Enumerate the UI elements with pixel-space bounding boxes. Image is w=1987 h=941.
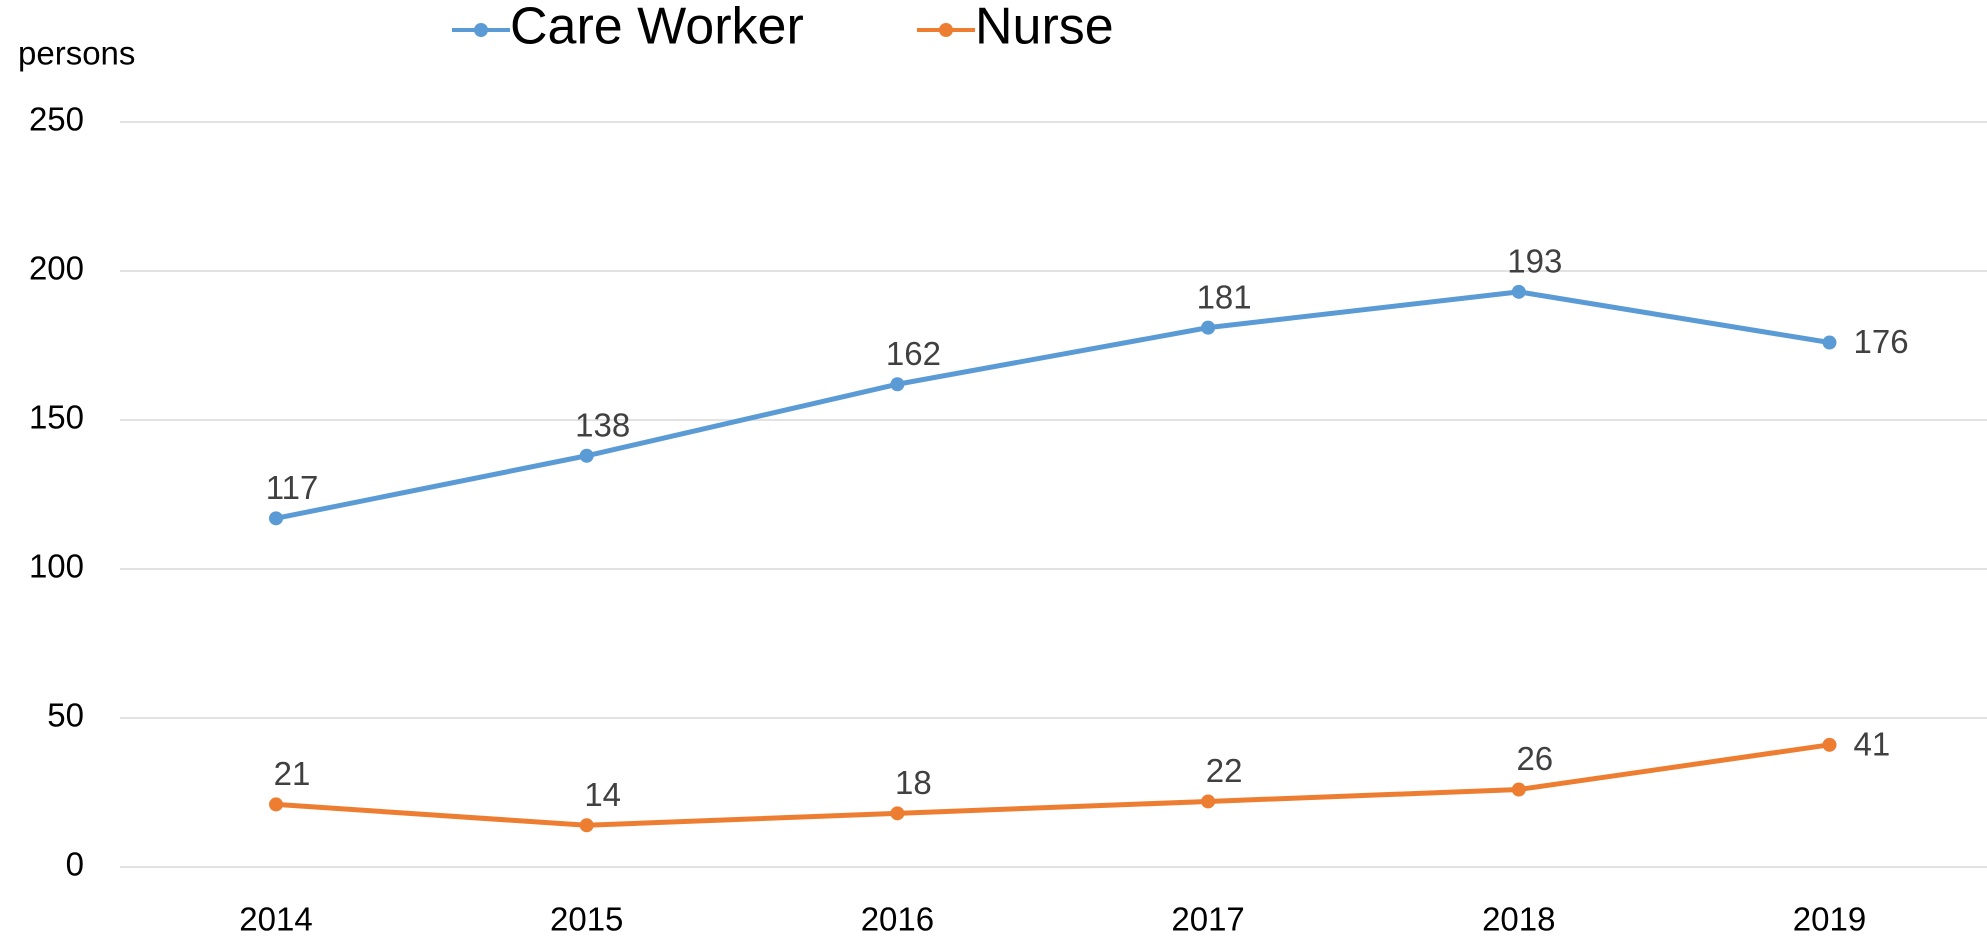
point-marker (579, 448, 594, 463)
point-marker (890, 806, 905, 821)
point-marker (1201, 794, 1216, 809)
point-marker (890, 377, 905, 392)
y-tick-label: 150 (29, 399, 84, 436)
data-label: 18 (895, 764, 932, 801)
data-label: 26 (1516, 740, 1553, 777)
y-tick-label: 200 (29, 250, 84, 287)
data-label: 41 (1854, 726, 1891, 763)
data-label: 193 (1507, 243, 1562, 280)
x-tick-label: 2019 (1793, 901, 1866, 938)
series-line (275, 289, 1830, 521)
point-marker (1822, 335, 1837, 350)
data-label: 117 (266, 469, 319, 506)
data-label: 22 (1206, 752, 1243, 789)
data-label: 176 (1854, 323, 1909, 360)
legend-label: Care Worker (510, 0, 804, 56)
series-line (275, 742, 1830, 828)
point-marker (1511, 782, 1526, 797)
data-label: 162 (886, 335, 941, 372)
x-tick-label: 2017 (1171, 901, 1244, 938)
y-tick-label: 100 (29, 548, 84, 585)
y-axis-label: persons (18, 35, 135, 72)
point-marker (579, 818, 594, 833)
y-tick-label: 50 (47, 697, 84, 734)
data-label: 138 (575, 406, 630, 443)
point-marker (269, 797, 283, 812)
legend-marker (939, 23, 953, 37)
x-tick-label: 2018 (1482, 901, 1555, 938)
point-marker (269, 511, 283, 526)
point-marker (1201, 320, 1216, 335)
legend-label: Nurse (975, 0, 1114, 56)
data-label: 14 (584, 776, 621, 813)
y-tick-label: 0 (66, 846, 84, 883)
point-marker (1511, 284, 1526, 299)
x-tick-label: 2014 (239, 901, 312, 938)
y-tick-label: 250 (29, 101, 84, 138)
x-tick-label: 2015 (550, 901, 623, 938)
x-tick-label: 2016 (861, 901, 934, 938)
data-label: 21 (274, 755, 311, 792)
data-label: 181 (1197, 278, 1252, 315)
point-marker (1822, 737, 1837, 752)
legend-marker (474, 23, 488, 37)
